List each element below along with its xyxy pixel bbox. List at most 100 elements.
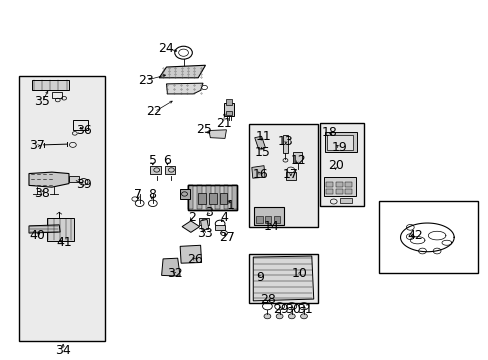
Bar [325,189,332,194]
Polygon shape [254,136,265,149]
Bar [225,99,231,105]
Bar [188,185,237,210]
Bar [197,185,202,209]
Text: 15: 15 [254,145,270,158]
Polygon shape [208,130,226,138]
Text: 27: 27 [219,231,235,244]
Bar [293,152,302,163]
Text: 6: 6 [163,154,171,167]
Bar [198,218,209,225]
Bar [224,103,233,116]
Bar [273,216,280,223]
Bar [256,216,262,223]
Bar [254,207,283,225]
Text: 4: 4 [220,211,227,224]
Polygon shape [161,258,180,276]
Bar [327,135,352,150]
Bar [345,182,351,187]
Bar [205,185,210,209]
Polygon shape [251,166,264,178]
Bar [324,177,355,196]
Text: 38: 38 [34,187,50,200]
Polygon shape [180,245,201,263]
Bar [219,193,227,204]
Bar [69,176,79,182]
Bar [198,193,205,204]
Circle shape [300,314,307,319]
Bar [188,185,193,209]
Polygon shape [159,65,205,78]
Polygon shape [253,256,313,301]
Text: 28: 28 [260,293,275,306]
Text: 41: 41 [56,236,72,249]
Bar [208,193,216,204]
Bar [249,125,317,226]
Text: 3: 3 [205,206,213,219]
Text: 13: 13 [278,135,293,148]
Bar [19,76,104,341]
Polygon shape [29,172,69,187]
Bar [378,201,477,273]
Bar [249,253,317,303]
Bar [73,120,88,130]
Text: 23: 23 [138,74,154,87]
Bar [282,135,288,153]
Circle shape [188,225,193,228]
Text: 29: 29 [273,303,288,316]
Text: 42: 42 [407,229,422,242]
Text: 21: 21 [215,117,231,130]
Text: 37: 37 [29,139,45,152]
Text: 7: 7 [134,188,142,201]
Bar [339,198,351,203]
Text: 17: 17 [282,168,298,181]
Bar [325,182,332,187]
Text: 26: 26 [186,253,202,266]
Text: 31: 31 [297,303,313,316]
Bar [164,166,175,174]
Polygon shape [166,83,203,94]
Text: 20: 20 [327,159,344,172]
Bar [345,189,351,194]
Bar [47,218,74,241]
Text: 18: 18 [321,126,337,139]
Text: 11: 11 [256,130,271,144]
Text: 35: 35 [34,95,50,108]
Bar [232,185,237,209]
Text: 10: 10 [290,267,306,280]
Text: 25: 25 [196,123,212,136]
Text: 9: 9 [256,271,264,284]
Text: 22: 22 [146,105,162,118]
Circle shape [288,314,295,319]
Bar [179,189,190,199]
Bar [150,166,160,174]
Bar [214,185,219,209]
Text: 8: 8 [147,188,156,201]
Polygon shape [182,221,199,232]
Bar [335,182,342,187]
Text: 5: 5 [148,154,157,167]
Bar [223,185,228,209]
Text: 32: 32 [167,267,183,280]
Text: 12: 12 [290,154,305,167]
Text: 36: 36 [76,124,91,137]
Bar [320,123,363,206]
Circle shape [264,314,270,319]
Polygon shape [29,225,60,233]
Bar [52,93,61,98]
Text: 2: 2 [187,211,195,224]
Text: 40: 40 [29,229,45,242]
Text: 19: 19 [331,141,347,154]
Text: 16: 16 [252,168,268,181]
Text: 1: 1 [226,199,234,212]
Text: 33: 33 [196,227,212,240]
Text: 30: 30 [285,303,301,316]
Polygon shape [200,220,208,230]
Bar [325,132,356,152]
Text: 24: 24 [158,42,174,55]
Bar [225,111,231,115]
Text: 34: 34 [55,344,71,357]
Bar [32,80,69,90]
Text: 14: 14 [263,220,279,233]
Bar [215,225,224,230]
Bar [335,189,342,194]
